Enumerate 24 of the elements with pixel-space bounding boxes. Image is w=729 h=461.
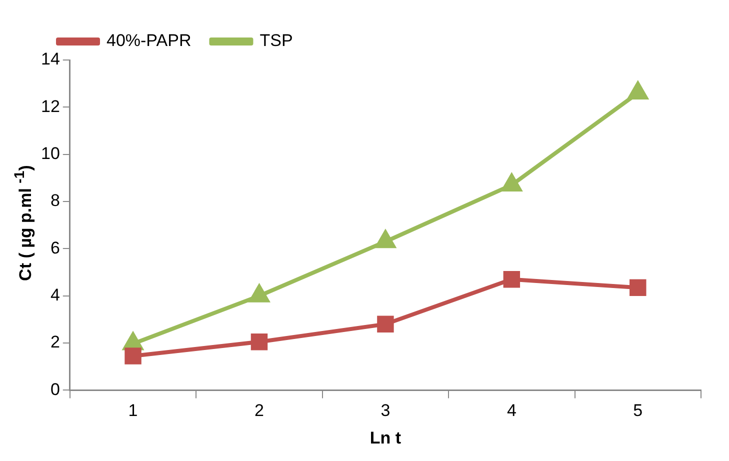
y-tick-label: 14 [40,50,60,69]
point [250,333,268,350]
y-tick-label: 2 [50,332,60,352]
y-tick-label: 12 [40,96,60,116]
point [377,316,394,333]
point [628,82,648,100]
x-tick-label: 4 [506,401,516,420]
y-tick-label: 0 [50,380,60,399]
legend-label: 40%-PAPR [106,31,192,50]
x-tick-label: 1 [128,401,138,420]
point [124,348,142,364]
y-tick-label: 6 [50,238,60,258]
x-tick-label: 3 [380,401,390,420]
y-tick-label: 4 [50,286,60,305]
legend-label: TSP [260,31,293,50]
x-tick-label: 2 [254,401,264,420]
y-tick-label: 8 [50,191,60,210]
point [376,230,396,248]
point [502,174,522,192]
x-tick-label: 5 [633,401,643,420]
point [630,279,646,296]
point [503,270,520,288]
x-axis-title: Ln t [370,428,402,448]
y-tick-label: 10 [40,144,60,164]
